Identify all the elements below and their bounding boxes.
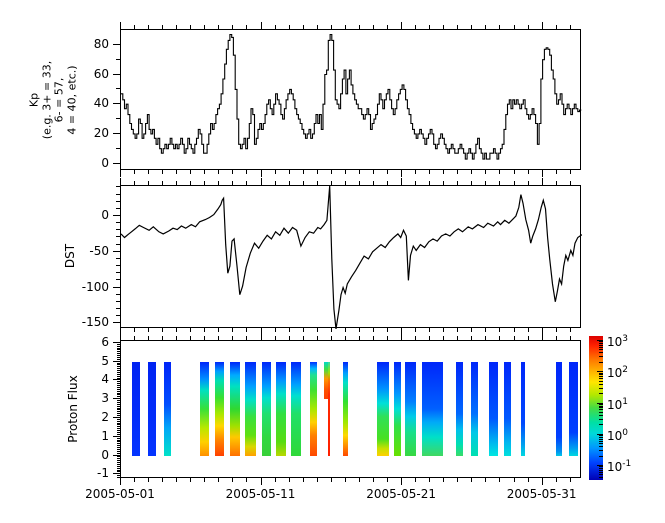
flux-ytick-label: 2 (101, 409, 109, 424)
spectrogram-bar (164, 361, 171, 456)
spectrogram-bar (200, 361, 209, 456)
spectrogram-bar (276, 361, 286, 456)
spectrogram-bar (262, 361, 272, 456)
date-label: 2005-05-31 (506, 487, 577, 501)
kp-ytick-label: 20 (93, 125, 109, 140)
spectrogram-bar (323, 361, 329, 400)
date-label: 2005-05-21 (366, 487, 436, 501)
dst-line-plot (121, 186, 582, 329)
colorbar-tick-label: 103 (607, 334, 629, 349)
spectrogram-bar (343, 361, 349, 456)
spectrogram-bar (132, 361, 140, 456)
spectrogram-bar (394, 361, 402, 456)
dst-line (121, 186, 582, 329)
spectrogram-bar (405, 361, 417, 456)
flux-ytick-label: 3 (101, 391, 109, 406)
kp-line (121, 33, 582, 160)
spectrogram-bar (148, 361, 156, 456)
kp-ytick-label: 60 (93, 66, 109, 81)
spectrogram-bar (569, 361, 578, 456)
date-label: 2005-05-11 (225, 487, 296, 501)
kp-panel (120, 29, 582, 170)
colorbar-tick-label: 100 (607, 427, 629, 443)
flux-ytick-label: 0 (101, 447, 109, 462)
colorbar-tick-label: 101 (607, 396, 629, 412)
dst-ytick-label: -150 (81, 315, 109, 330)
spectrogram-bar (291, 361, 302, 456)
spectrogram-bar (521, 361, 526, 456)
colorbar-tick-label: 10-1 (607, 459, 632, 474)
spectrogram-bar (556, 361, 563, 456)
date-label: 2005-05-01 (85, 487, 155, 501)
kp-line-plot (121, 33, 582, 160)
spectrogram-bar (377, 361, 389, 456)
spectrogram-bar (215, 361, 224, 456)
flux-ytick-label: -1 (97, 466, 109, 481)
dst-ytick-label: 0 (101, 208, 109, 223)
spectrogram-bar (245, 361, 257, 456)
kp-ytick-label: 0 (101, 155, 109, 170)
spectrogram-bar (310, 361, 317, 456)
spectrogram-bar (230, 361, 241, 456)
spectrogram-bar (471, 361, 479, 456)
spectrogram-bar (489, 361, 499, 456)
spectrogram-bar (456, 361, 464, 456)
flux-ytick-label: 6 (101, 334, 109, 349)
proton-flux-panel (120, 340, 581, 478)
spectrogram-bar (422, 361, 444, 456)
kp-ytick-label: 40 (93, 96, 109, 111)
dst-panel (120, 185, 582, 329)
flux-ytick-label: 4 (101, 372, 109, 387)
colorbar-tick-label: 102 (607, 365, 629, 381)
flux-ytick-label: 1 (101, 428, 109, 443)
dst-ytick-label: -100 (81, 279, 109, 294)
flux-ytick-label: 5 (101, 353, 109, 368)
dst-ytick-label: -50 (89, 243, 109, 258)
spectrogram-bar (504, 361, 512, 456)
kp-ytick-label: 80 (93, 36, 109, 51)
spectrogram-bar (328, 361, 330, 456)
